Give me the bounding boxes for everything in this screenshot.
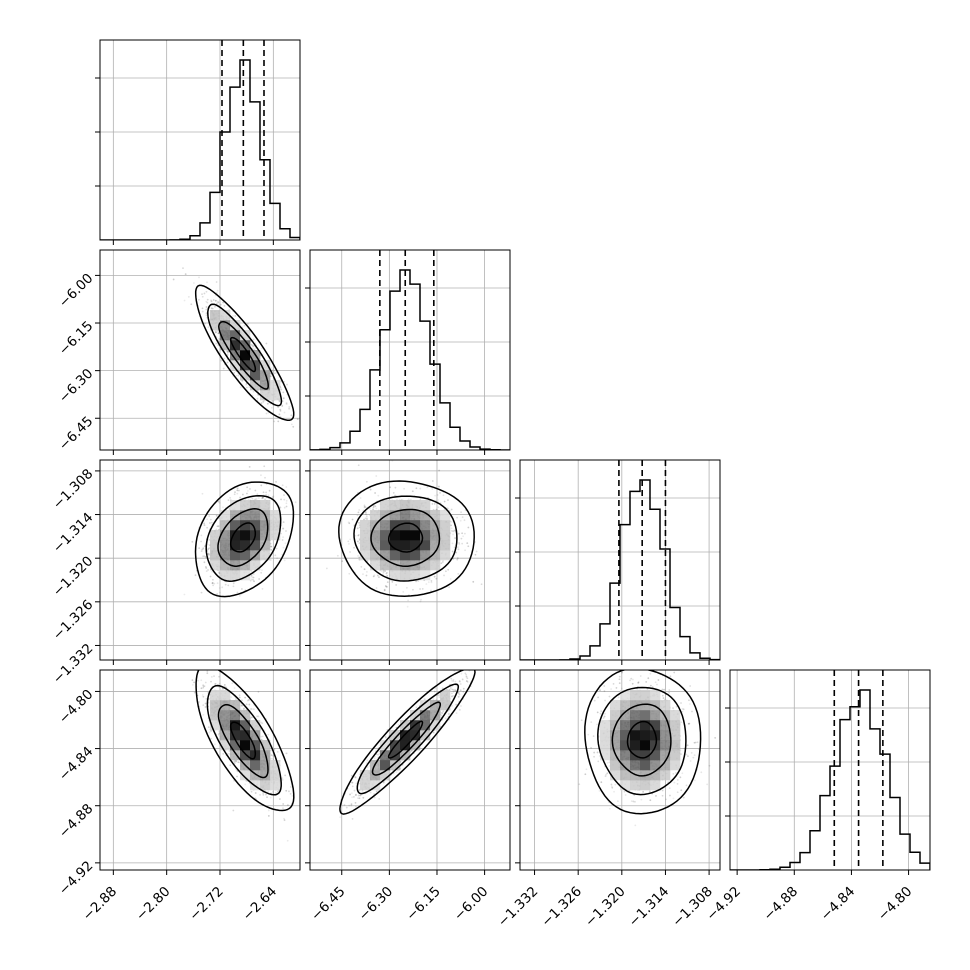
y-tick-label: −6.30	[56, 366, 97, 407]
x-tick-label: −6.00	[451, 884, 492, 925]
panel-1-1	[305, 249, 511, 455]
contour-0	[229, 721, 257, 760]
contour-2	[205, 495, 282, 582]
y-tick-label: −6.00	[56, 270, 97, 311]
panel-1-0	[95, 249, 301, 455]
x-tick-label: −1.332	[495, 884, 542, 931]
panel-frame	[309, 669, 511, 871]
panel-frame	[99, 459, 301, 661]
x-tick-label: −6.30	[356, 884, 397, 925]
contour-3	[338, 480, 475, 597]
histogram-line	[100, 59, 300, 240]
x-tick-label: −2.64	[240, 884, 281, 925]
contour-2	[206, 684, 282, 796]
panel-frame	[519, 669, 721, 871]
contour-2	[353, 495, 458, 582]
contour-0	[229, 336, 257, 373]
x-tick-label: −1.320	[582, 884, 629, 931]
panel-frame	[729, 669, 931, 871]
contour-2	[207, 303, 283, 407]
contour-3	[194, 481, 295, 598]
panel-frame	[309, 459, 511, 661]
contour-0	[626, 720, 658, 759]
contour-1	[370, 508, 441, 568]
histogram-line	[310, 269, 510, 450]
x-tick-label: −1.314	[626, 884, 673, 931]
panel-frame	[99, 249, 301, 451]
contour-0	[229, 522, 257, 553]
contour-1	[611, 703, 672, 777]
y-tick-label: −4.84	[56, 744, 97, 785]
density-cells	[210, 500, 281, 581]
y-tick-label: −4.80	[56, 686, 97, 727]
contour-0	[387, 720, 424, 759]
x-tick-label: −2.88	[80, 884, 121, 925]
y-tick-label: −4.88	[56, 801, 97, 842]
panel-3-2	[515, 669, 721, 875]
contour-1	[217, 508, 269, 567]
x-tick-label: −6.15	[403, 884, 444, 925]
panel-frame	[309, 249, 511, 451]
y-tick-label: −1.332	[50, 641, 97, 688]
histogram-line	[730, 689, 930, 870]
density-cells	[360, 500, 451, 581]
histogram-line	[520, 479, 720, 660]
contour-3	[339, 670, 476, 815]
contour-3	[194, 284, 295, 421]
contour-1	[217, 703, 269, 779]
x-tick-label: −4.88	[761, 884, 802, 925]
contour-2	[597, 686, 687, 796]
contour-1	[371, 701, 442, 776]
contour-0	[387, 522, 424, 553]
density-cells	[210, 690, 281, 791]
panel-0-0	[95, 39, 301, 245]
panel-frame	[99, 39, 301, 241]
contour-3	[195, 670, 295, 812]
y-tick-label: −4.92	[56, 858, 97, 899]
panel-2-0	[95, 459, 301, 665]
panel-frame	[99, 669, 301, 871]
y-tick-label: −1.326	[50, 597, 97, 644]
x-tick-label: −2.80	[133, 884, 174, 925]
x-tick-label: −2.72	[186, 884, 227, 925]
x-tick-label: −6.45	[308, 884, 349, 925]
y-tick-label: −1.320	[50, 553, 97, 600]
x-tick-label: −1.326	[538, 884, 585, 931]
panel-2-2	[515, 459, 721, 665]
panel-3-3	[725, 669, 931, 875]
x-tick-label: −4.80	[875, 884, 916, 925]
x-tick-label: −4.84	[818, 884, 859, 925]
y-tick-label: −1.314	[50, 510, 97, 557]
y-tick-label: −1.308	[50, 466, 97, 513]
y-tick-label: −6.45	[56, 413, 97, 454]
panel-3-0	[95, 669, 301, 875]
contour-1	[218, 320, 269, 390]
panel-2-1	[305, 459, 511, 665]
contour-2	[356, 683, 460, 795]
panel-frame	[519, 459, 721, 661]
contour-3	[584, 670, 702, 815]
y-tick-label: −6.15	[56, 318, 97, 359]
panel-3-1	[305, 669, 511, 875]
